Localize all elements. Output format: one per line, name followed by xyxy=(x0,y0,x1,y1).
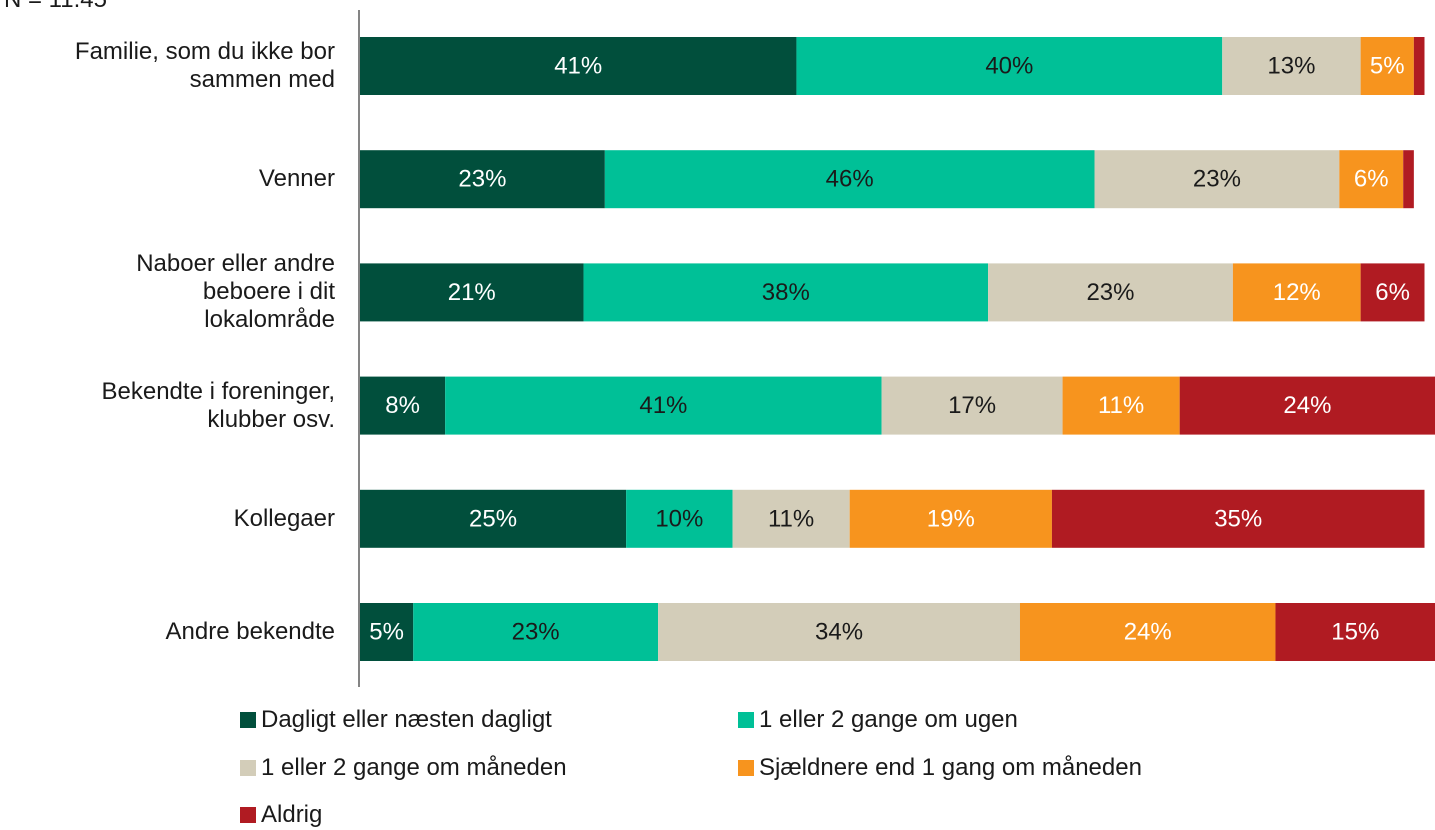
value-label: 15% xyxy=(1331,619,1379,646)
value-label: 25% xyxy=(469,505,517,532)
bar-segment xyxy=(583,263,989,322)
category-label: Kollegaer xyxy=(233,504,335,532)
category-label: Bekendte i foreninger, klubber osv. xyxy=(101,377,336,433)
bar-segment xyxy=(1222,37,1361,95)
value-label: 46% xyxy=(826,166,874,193)
bar-segment xyxy=(1403,150,1414,209)
category-label: Familie, som du ikke bor sammen med xyxy=(74,38,335,93)
legend-swatch xyxy=(240,759,256,776)
bar-segment xyxy=(1360,37,1414,95)
value-label: 21% xyxy=(448,279,496,306)
value-label: 23% xyxy=(1086,279,1134,306)
bar-segment xyxy=(1062,376,1180,435)
value-label: 23% xyxy=(512,619,560,646)
legend-item: 1 eller 2 gange om ugen xyxy=(738,706,1018,734)
legend-label: 1 eller 2 gange om ugen xyxy=(759,706,1018,733)
category-label: Andre bekendte xyxy=(165,618,335,645)
category-label: Venner xyxy=(258,165,335,193)
value-label: 19% xyxy=(927,505,975,532)
legend-label: 1 eller 2 gange om måneden xyxy=(261,753,567,781)
legend-label: Dagligt eller næsten dagligt xyxy=(261,706,552,733)
value-label: 5% xyxy=(369,619,404,646)
value-label: 13% xyxy=(1267,53,1315,80)
value-label: 6% xyxy=(1375,279,1410,306)
value-label: 38% xyxy=(762,279,810,306)
bar-segment xyxy=(1179,376,1435,435)
value-label: 35% xyxy=(1214,505,1262,532)
bar-segment xyxy=(413,603,659,661)
value-label: 6% xyxy=(1354,166,1389,193)
legend-label: Sjældnere end 1 gang om måneden xyxy=(759,753,1142,781)
bar-segment xyxy=(1413,37,1425,95)
value-label: 34% xyxy=(815,619,863,646)
value-label: 40% xyxy=(985,53,1033,80)
bar-segment xyxy=(1339,150,1404,209)
value-label: 11% xyxy=(1098,392,1144,419)
value-label: 10% xyxy=(655,505,703,532)
value-label: 24% xyxy=(1283,392,1331,419)
bar-segment xyxy=(360,263,584,322)
bar-segment xyxy=(360,489,627,548)
value-label: 17% xyxy=(948,392,996,419)
bar-segment xyxy=(1275,603,1435,661)
bar-segment xyxy=(1051,489,1425,548)
value-label: 24% xyxy=(1124,619,1172,646)
bar-segment xyxy=(360,603,414,661)
legend-swatch xyxy=(240,807,256,823)
bar-segment xyxy=(360,37,797,95)
legend-swatch xyxy=(738,759,754,776)
value-label: 11% xyxy=(768,505,814,532)
legend-swatch xyxy=(738,712,754,728)
value-label: 41% xyxy=(554,53,602,80)
legend-label: Aldrig xyxy=(261,801,323,828)
value-label: 12% xyxy=(1273,279,1321,306)
value-label: 8% xyxy=(385,392,420,419)
subtitle: N = 11.45 xyxy=(4,0,107,14)
bar-segment xyxy=(360,150,605,209)
bar-segment xyxy=(360,376,446,435)
legend-item: Dagligt eller næsten dagligt xyxy=(240,706,552,734)
value-label: 41% xyxy=(639,392,687,419)
bar-segment xyxy=(658,603,1020,661)
bar-segment xyxy=(445,376,882,435)
legend-item: Sjældnere end 1 gang om måneden xyxy=(738,754,1142,782)
value-label: 23% xyxy=(458,166,506,193)
bar-segment xyxy=(1360,263,1425,322)
bar-segment xyxy=(988,263,1233,322)
bar-segment xyxy=(881,376,1063,435)
value-label: 5% xyxy=(1370,53,1405,80)
legend-item: 1 eller 2 gange om måneden xyxy=(240,754,567,782)
bar-segment xyxy=(732,489,850,548)
bar-segment xyxy=(849,489,1052,548)
legend-item: Aldrig xyxy=(240,801,322,829)
bar-segment xyxy=(796,37,1223,95)
value-label: 23% xyxy=(1193,166,1241,193)
legend-swatch xyxy=(240,712,256,728)
category-label: Naboer eller andre beboere i dit lokalom… xyxy=(136,250,335,334)
bar-segment xyxy=(1019,603,1276,661)
bar-segment xyxy=(1232,263,1361,322)
bar-segment xyxy=(1094,150,1340,209)
bar-segment xyxy=(604,150,1095,209)
bar-segment xyxy=(626,489,733,548)
